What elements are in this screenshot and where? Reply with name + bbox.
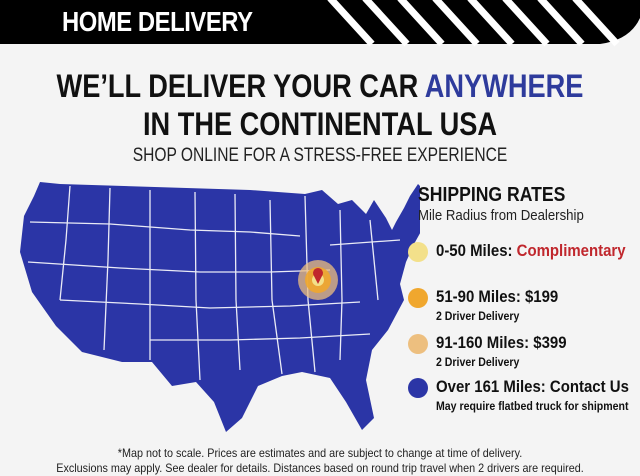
- orange-dot-icon: [408, 288, 428, 308]
- header-title: HOME DELIVERY: [62, 6, 253, 37]
- footer-line1: *Map not to scale. Prices are estimates …: [117, 446, 523, 460]
- dealership-pin-icon: [313, 268, 323, 284]
- headline-text: WE’LL DELIVER YOUR CAR: [56, 68, 425, 104]
- legend-title: SHIPPING RATES: [418, 184, 566, 206]
- legend-subtitle: Mile Radius from Dealership: [418, 207, 584, 224]
- legend-label: 0-50 Miles: Complimentary: [436, 241, 626, 261]
- headline-line1: WE’LL DELIVER YOUR CAR ANYWHERE: [48, 68, 592, 105]
- usa-map: [20, 182, 420, 432]
- legend-range: 0-50 Miles:: [436, 241, 517, 260]
- legend-note: 2 Driver Delivery: [436, 355, 520, 369]
- peach-dot-icon: [408, 334, 428, 354]
- legend-note: May require flatbed truck for shipment: [436, 399, 629, 413]
- shipping-rates-legend: SHIPPING RATES Mile Radius from Dealersh…: [404, 184, 640, 413]
- legend-note: 2 Driver Delivery: [436, 309, 520, 323]
- subtitle: SHOP ONLINE FOR A STRESS-FREE EXPERIENCE: [132, 145, 508, 166]
- yellow-dot-icon: [408, 242, 428, 262]
- headline-accent: ANYWHERE: [424, 68, 584, 104]
- headline-line2: IN THE CONTINENTAL USA: [142, 106, 498, 142]
- footer-line2: Exclusions may apply. See dealer for det…: [56, 461, 584, 475]
- legend-label: Over 161 Miles: Contact Us: [436, 377, 629, 396]
- legend-label: 91-160 Miles: $399: [436, 333, 567, 352]
- legend-label: 51-90 Miles: $199: [436, 287, 559, 306]
- legend-value: Complimentary: [516, 241, 626, 260]
- usa-outline: [20, 182, 420, 432]
- blue-dot-icon: [408, 378, 428, 398]
- header-banner: [0, 0, 640, 47]
